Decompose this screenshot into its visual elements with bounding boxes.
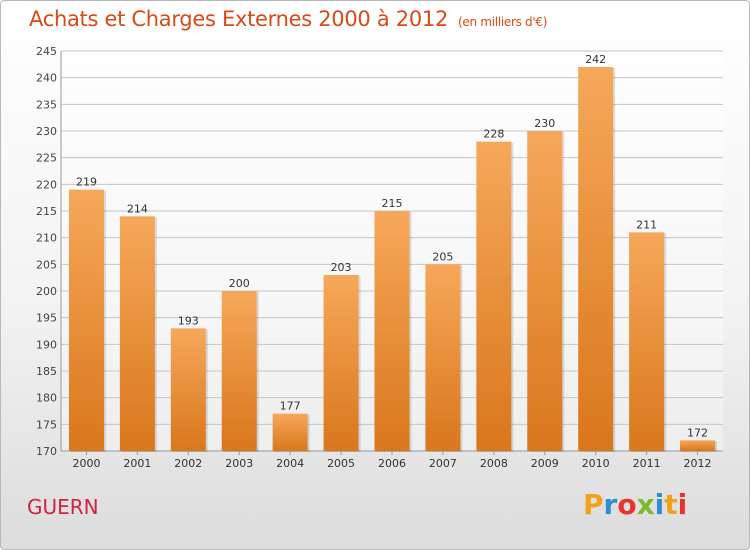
bar	[119, 216, 155, 451]
bar	[170, 328, 206, 451]
logo-letter: o	[617, 488, 637, 521]
logo-letter: x	[636, 488, 655, 521]
bar	[374, 211, 410, 451]
bar	[476, 141, 512, 451]
x-tick-label: 2001	[123, 457, 151, 470]
bar	[527, 131, 563, 451]
bar-value-label: 203	[331, 261, 352, 274]
y-tick-label: 215	[36, 205, 57, 218]
y-tick-label: 245	[36, 45, 57, 58]
logo-letter: i	[654, 488, 665, 521]
y-tick-label: 240	[36, 72, 57, 85]
chart-subtitle: (en milliers d'€)	[458, 15, 548, 29]
y-tick-label: 225	[36, 152, 57, 165]
y-tick-label: 230	[36, 125, 57, 138]
logo-letter: t	[664, 488, 678, 521]
bar-value-label: 215	[382, 197, 403, 210]
bar	[629, 232, 665, 451]
x-tick-label: 2007	[429, 457, 457, 470]
bar	[323, 275, 359, 451]
y-tick-label: 235	[36, 98, 57, 111]
logo-letter: P	[583, 488, 604, 521]
y-tick-label: 210	[36, 232, 57, 245]
bar-value-label: 200	[229, 277, 250, 290]
bar-value-label: 211	[636, 218, 657, 231]
bar-value-label: 219	[76, 176, 97, 189]
x-tick-label: 2012	[684, 457, 712, 470]
y-tick-label: 190	[36, 338, 57, 351]
bar-value-label: 242	[585, 53, 606, 66]
proxiti-logo: Proxiti	[583, 488, 687, 521]
logo-letter: r	[603, 488, 618, 521]
logo-letter: i	[677, 488, 688, 521]
x-tick-label: 2004	[276, 457, 304, 470]
y-tick-label: 200	[36, 285, 57, 298]
y-tick-label: 180	[36, 392, 57, 405]
bar	[272, 413, 308, 451]
x-tick-label: 2003	[225, 457, 253, 470]
y-tick-label: 195	[36, 312, 57, 325]
bar-value-label: 214	[127, 202, 148, 215]
city-name: GUERN	[27, 495, 99, 519]
x-tick-label: 2009	[531, 457, 559, 470]
x-tick-label: 2002	[174, 457, 202, 470]
bar-value-label: 193	[178, 314, 199, 327]
bar-value-label: 228	[483, 128, 504, 141]
bar-value-label: 172	[687, 426, 708, 439]
x-tick-label: 2005	[327, 457, 355, 470]
x-tick-label: 2008	[480, 457, 508, 470]
x-tick-label: 2011	[633, 457, 661, 470]
y-tick-label: 220	[36, 178, 57, 191]
bar	[425, 264, 461, 451]
y-tick-label: 170	[36, 445, 57, 458]
y-tick-label: 185	[36, 365, 57, 378]
y-tick-label: 175	[36, 418, 57, 431]
bar	[68, 189, 104, 451]
bar-value-label: 205	[432, 250, 453, 263]
x-tick-label: 2000	[72, 457, 100, 470]
y-tick-label: 205	[36, 258, 57, 271]
bar-value-label: 177	[280, 400, 301, 413]
bar	[680, 440, 716, 451]
bar	[578, 67, 614, 451]
bar	[221, 291, 257, 451]
chart-title-text: Achats et Charges Externes 2000 à 2012	[29, 7, 449, 31]
x-tick-label: 2006	[378, 457, 406, 470]
chart-title: Achats et Charges Externes 2000 à 2012 (e…	[29, 7, 547, 31]
bar-value-label: 230	[534, 117, 555, 130]
x-tick-label: 2010	[582, 457, 610, 470]
